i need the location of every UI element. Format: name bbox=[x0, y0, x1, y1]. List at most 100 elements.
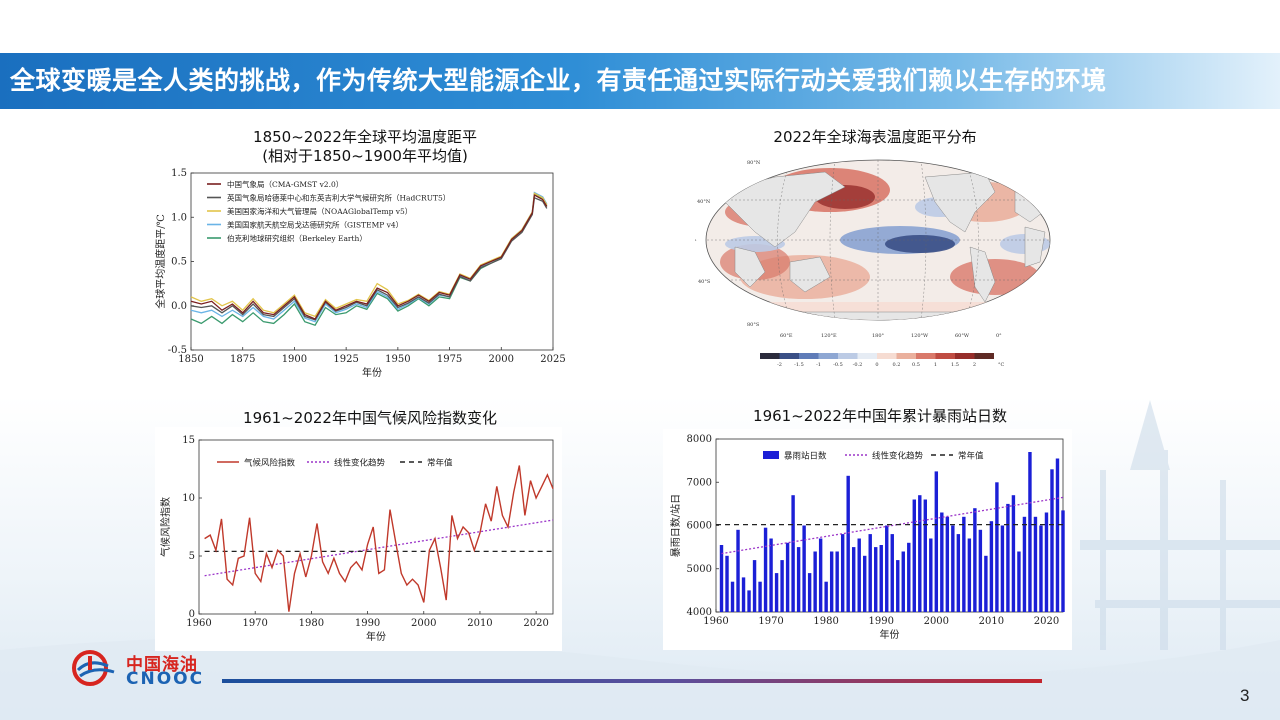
temp-y-axis-label: 全球平均温度距平/℃ bbox=[155, 214, 167, 309]
temp-legend-label-2: 美国国家海洋和大气管理局（NOAAGlobalTemp v5） bbox=[227, 206, 412, 216]
rain-bar bbox=[907, 542, 911, 612]
rain-bar bbox=[1044, 512, 1049, 612]
temp-series-line-1 bbox=[190, 196, 548, 321]
rain-x-axis-label: 年份 bbox=[880, 628, 900, 641]
colorbar-tick-label: 1 bbox=[934, 362, 937, 368]
lat-label-0: 0° bbox=[695, 239, 697, 245]
rain-bar bbox=[774, 573, 779, 612]
temp-x-tick-label: 1975 bbox=[437, 354, 462, 365]
risk-y-axis-label: 气候风险指数 bbox=[159, 497, 172, 557]
rain-legend-label-0: 暴雨站日数 bbox=[784, 451, 827, 462]
temp-y-tick-label: 1.0 bbox=[171, 212, 187, 223]
rain-bar bbox=[818, 538, 823, 612]
rain-bar bbox=[923, 499, 927, 612]
cnooc-logo: 中国海油 CNOOC bbox=[68, 646, 228, 690]
colorbar-tick-label: 1.5 bbox=[951, 362, 959, 368]
rain-bar bbox=[1028, 452, 1032, 612]
colorbar-tick-label: 0.5 bbox=[912, 362, 920, 368]
rain-bar bbox=[1033, 516, 1038, 612]
lon-label-120w: 120°W bbox=[911, 333, 929, 339]
temp-x-tick-label: 1925 bbox=[333, 354, 358, 365]
rain-x-tick-label: 2000 bbox=[924, 616, 949, 627]
sst-colorbar: -2 -1.5 -1 -0.5 -0.2 0 0.2 0.5 1 1.5 2 °C bbox=[760, 353, 1005, 368]
colorbar-tick-label: -1 bbox=[816, 362, 821, 368]
rain-y-tick-label: 7000 bbox=[687, 477, 712, 488]
risk-y-tick-label: 0 bbox=[189, 609, 195, 620]
rain-trend-line bbox=[721, 496, 1064, 555]
rain-legend-swatch-0 bbox=[763, 451, 779, 459]
colorbar-segment bbox=[818, 353, 838, 359]
rain-bar bbox=[940, 512, 944, 612]
temp-chart-panel: 1850 1875 1900 1925 1950 1975 2000 2025 -0.5 0.0 0… bbox=[154, 165, 566, 390]
sst-map: 80°N 40°N 0° 40°S 80°S 60°E 120°E 180° 1… bbox=[691, 159, 1051, 368]
rain-y-axis-label: 暴雨日数/站日 bbox=[669, 494, 682, 557]
colorbar-tick-label: -2 bbox=[777, 362, 782, 368]
colorbar-segment bbox=[877, 353, 897, 359]
rain-plot-frame bbox=[715, 438, 1064, 613]
rain-bar bbox=[725, 555, 729, 612]
rain-x-tick-label: 2020 bbox=[1034, 616, 1059, 627]
rain-bar bbox=[829, 551, 834, 612]
rain-bar bbox=[851, 547, 856, 612]
temp-x-tick-label: 1950 bbox=[385, 354, 410, 365]
rain-bar bbox=[791, 495, 795, 612]
colorbar-segment bbox=[760, 353, 780, 359]
temp-y-tick-label: 0.0 bbox=[171, 301, 187, 312]
colorbar-tick-label: 0.2 bbox=[893, 362, 901, 368]
rain-x-tick-label: 1980 bbox=[813, 616, 838, 627]
temp-x-tick-label: 2000 bbox=[489, 354, 514, 365]
rain-bar bbox=[912, 499, 916, 612]
title-bar: 全球变暖是全人类的挑战，作为传统大型能源企业，有责任通过实际行动关爱我们赖以生存… bbox=[0, 53, 1280, 109]
rain-bar bbox=[868, 534, 872, 612]
lon-label-60w: 60°W bbox=[955, 333, 970, 339]
rain-bar bbox=[835, 551, 839, 612]
risk-x-tick-label: 2010 bbox=[467, 618, 492, 629]
rain-bar bbox=[1022, 516, 1027, 612]
risk-legend-label-0: 气候风险指数 bbox=[244, 458, 296, 469]
rain-x-tick-label: 1990 bbox=[869, 616, 894, 627]
risk-x-tick-label: 1990 bbox=[355, 618, 380, 629]
temp-chart-title-line1: 1850~2022年全球平均温度距平 bbox=[253, 128, 477, 146]
colorbar-segment bbox=[916, 353, 936, 359]
rain-bar bbox=[896, 560, 900, 612]
risk-x-tick-label: 2000 bbox=[411, 618, 436, 629]
risk-chart: 1960 1970 1980 1990 2000 2010 2020 0 5 10 15 年份 气候风险… bbox=[159, 435, 554, 643]
risk-x-tick-label: 1980 bbox=[299, 618, 324, 629]
rain-bar bbox=[763, 527, 768, 612]
temp-chart-title-line2: (相对于1850~1900年平均值) bbox=[262, 147, 468, 165]
rain-bar bbox=[780, 560, 784, 612]
colorbar-tick-label: -0.5 bbox=[833, 362, 843, 368]
rain-chart-title: 1961~2022年中国年累计暴雨站日数 bbox=[753, 407, 1007, 425]
rain-y-tick-label: 4000 bbox=[687, 607, 712, 618]
risk-index-line bbox=[204, 465, 554, 612]
rain-bar bbox=[929, 538, 933, 612]
risk-y-tick-label: 5 bbox=[189, 551, 195, 562]
rain-bar bbox=[1011, 495, 1016, 612]
rain-bar bbox=[747, 590, 751, 612]
rain-bar bbox=[1017, 551, 1021, 612]
temp-legend-label-3: 美国国家航天航空局戈达德研究所（GISTEMP v4） bbox=[227, 220, 403, 230]
rain-bar bbox=[879, 545, 883, 612]
rain-bar bbox=[857, 538, 861, 612]
rain-bar bbox=[995, 482, 999, 613]
rain-y-tick-label: 6000 bbox=[687, 521, 712, 532]
colorbar-segment bbox=[857, 353, 877, 359]
rain-x-tick-label: 1970 bbox=[758, 616, 783, 627]
colorbar-segment bbox=[935, 353, 955, 359]
rain-x-tick-label: 2010 bbox=[979, 616, 1004, 627]
risk-legend-label-1: 线性变化趋势 bbox=[334, 458, 386, 469]
rain-bar bbox=[989, 521, 994, 612]
rain-bar bbox=[918, 495, 922, 612]
rain-bar bbox=[973, 508, 977, 612]
rain-bar bbox=[890, 534, 894, 612]
risk-x-axis-label: 年份 bbox=[366, 630, 386, 643]
lon-label-0: 0° bbox=[996, 333, 1002, 339]
colorbar-tick-label: 0 bbox=[875, 362, 878, 368]
lat-label-40s: 40°S bbox=[698, 279, 711, 285]
rain-bar bbox=[956, 534, 961, 612]
rain-bar bbox=[813, 551, 817, 612]
colorbar-tick-label: -1.5 bbox=[794, 362, 804, 368]
rain-bar bbox=[758, 581, 762, 612]
rain-bar bbox=[885, 525, 889, 612]
rain-x-tick-label: 1960 bbox=[703, 616, 728, 627]
